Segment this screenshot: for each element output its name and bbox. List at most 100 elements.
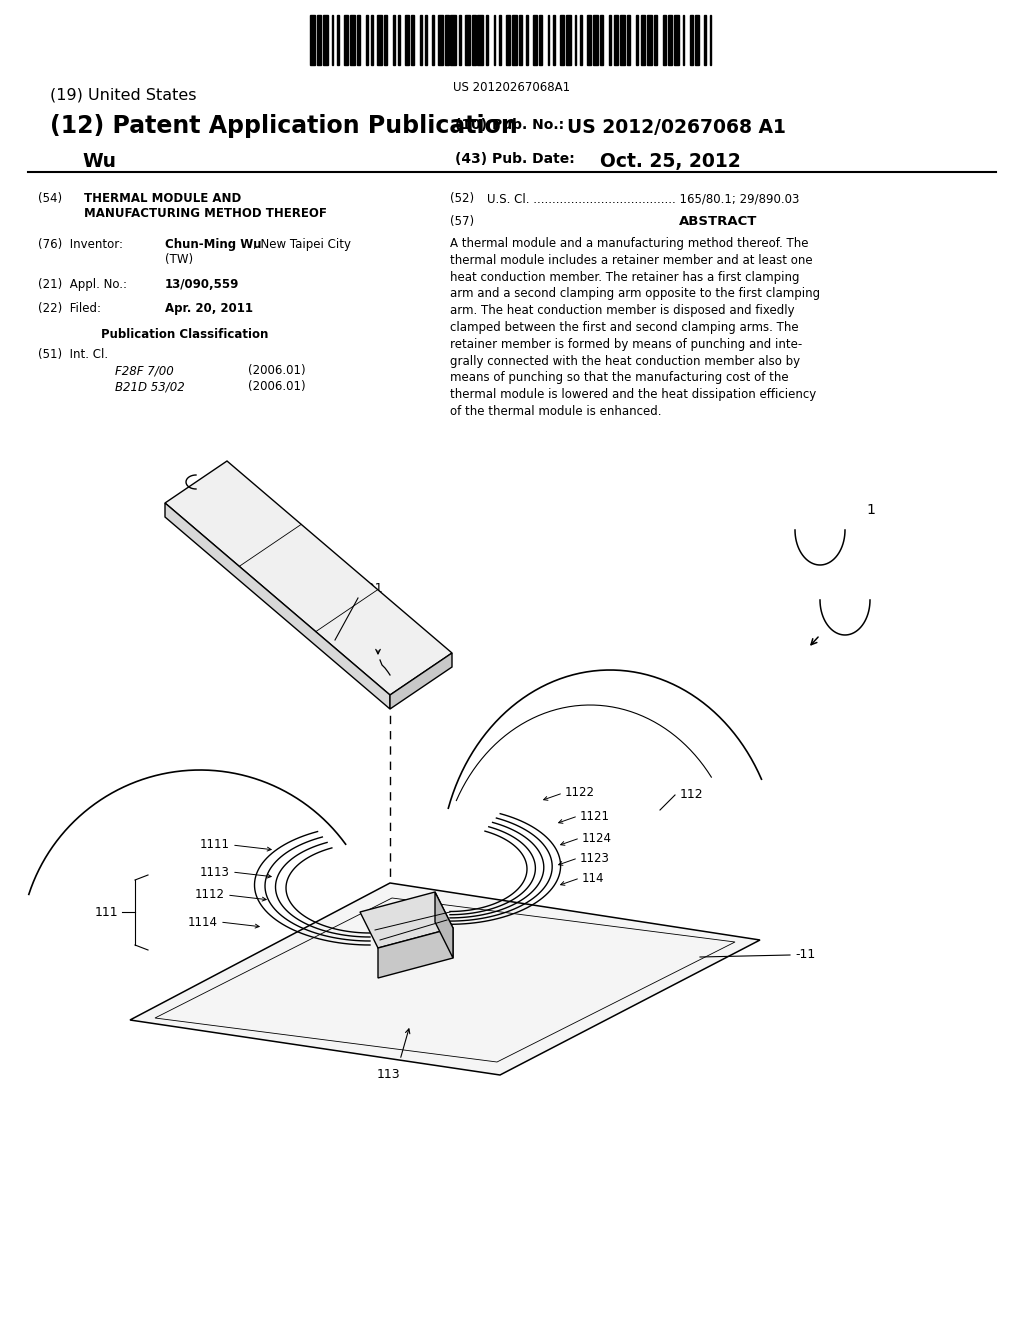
Bar	[317, 15, 321, 65]
Text: (22)  Filed:: (22) Filed:	[38, 302, 101, 315]
Text: , New Taipei City: , New Taipei City	[253, 238, 351, 251]
Text: U.S. Cl. ...................................... 165/80.1; 29/890.03: U.S. Cl. ...............................…	[487, 191, 800, 205]
Bar	[526, 15, 527, 65]
Text: (21)  Appl. No.:: (21) Appl. No.:	[38, 279, 127, 290]
Text: (2006.01): (2006.01)	[248, 364, 305, 378]
Text: -11: -11	[795, 949, 815, 961]
Bar	[377, 15, 382, 65]
Bar	[636, 15, 638, 65]
Bar	[411, 15, 415, 65]
Bar	[406, 15, 409, 65]
Text: 1123: 1123	[580, 851, 610, 865]
Bar	[548, 15, 550, 65]
Text: Apr. 20, 2011: Apr. 20, 2011	[165, 302, 253, 315]
Bar	[356, 15, 360, 65]
Text: THERMAL MODULE AND
MANUFACTURING METHOD THEREOF: THERMAL MODULE AND MANUFACTURING METHOD …	[84, 191, 327, 220]
Text: (51)  Int. Cl.: (51) Int. Cl.	[38, 348, 109, 360]
Bar	[499, 15, 501, 65]
Text: (54): (54)	[38, 191, 62, 205]
Bar	[669, 15, 672, 65]
Text: (TW): (TW)	[165, 253, 194, 267]
Bar	[425, 15, 427, 65]
Bar	[674, 15, 679, 65]
Text: 13/090,559: 13/090,559	[165, 279, 240, 290]
Bar	[494, 15, 496, 65]
Bar	[646, 15, 652, 65]
Bar	[420, 15, 422, 65]
Text: (12) Patent Application Publication: (12) Patent Application Publication	[50, 114, 518, 139]
Bar	[472, 15, 475, 65]
Text: 1114: 1114	[188, 916, 218, 928]
Bar	[705, 15, 706, 65]
Text: 1121: 1121	[580, 809, 610, 822]
Bar	[690, 15, 693, 65]
Text: 1124: 1124	[582, 832, 612, 845]
Bar	[710, 15, 712, 65]
Text: (43) Pub. Date:: (43) Pub. Date:	[455, 152, 574, 166]
Bar	[600, 15, 603, 65]
Bar	[534, 15, 537, 65]
Bar	[332, 15, 334, 65]
Bar	[393, 15, 394, 65]
Text: (19) United States: (19) United States	[50, 88, 197, 103]
Bar	[366, 15, 368, 65]
Bar	[565, 15, 571, 65]
Bar	[465, 15, 470, 65]
Text: 1: 1	[866, 503, 874, 517]
Bar	[539, 15, 542, 65]
Bar	[627, 15, 631, 65]
Bar	[512, 15, 517, 65]
Polygon shape	[165, 503, 390, 709]
Polygon shape	[360, 892, 453, 948]
Bar	[337, 15, 339, 65]
Polygon shape	[378, 928, 453, 978]
Bar	[614, 15, 617, 65]
Text: ABSTRACT: ABSTRACT	[679, 215, 757, 228]
Bar	[460, 15, 461, 65]
Text: 121: 121	[360, 582, 384, 595]
Polygon shape	[155, 898, 735, 1063]
Text: Publication Classification: Publication Classification	[101, 327, 268, 341]
Bar	[653, 15, 657, 65]
Text: -12: -12	[395, 652, 416, 664]
Text: 114: 114	[582, 871, 604, 884]
Text: 1122: 1122	[565, 787, 595, 800]
Text: 1111: 1111	[200, 838, 230, 851]
Polygon shape	[390, 653, 452, 709]
Text: B21D 53/02: B21D 53/02	[115, 380, 184, 393]
Bar	[310, 15, 315, 65]
Text: (52): (52)	[450, 191, 474, 205]
Bar	[372, 15, 373, 65]
Text: (10) Pub. No.:: (10) Pub. No.:	[455, 117, 564, 132]
Bar	[593, 15, 598, 65]
Bar	[574, 15, 577, 65]
Bar	[477, 15, 482, 65]
Text: 1112: 1112	[195, 888, 225, 902]
Bar	[620, 15, 625, 65]
Bar	[445, 15, 449, 65]
Bar	[398, 15, 400, 65]
Bar	[384, 15, 387, 65]
Text: (76)  Inventor:: (76) Inventor:	[38, 238, 123, 251]
Polygon shape	[435, 892, 453, 958]
Text: 112: 112	[680, 788, 703, 801]
Bar	[580, 15, 582, 65]
Text: Oct. 25, 2012: Oct. 25, 2012	[600, 152, 740, 172]
Text: Chun-Ming Wu: Chun-Ming Wu	[165, 238, 261, 251]
Polygon shape	[165, 461, 452, 696]
Bar	[344, 15, 348, 65]
Bar	[641, 15, 645, 65]
Bar	[349, 15, 355, 65]
Bar	[323, 15, 328, 65]
Bar	[695, 15, 698, 65]
Bar	[506, 15, 510, 65]
Bar	[432, 15, 434, 65]
Text: (57): (57)	[450, 215, 474, 228]
Text: 111: 111	[94, 906, 118, 919]
Bar	[438, 15, 443, 65]
Bar	[553, 15, 555, 65]
Bar	[451, 15, 456, 65]
Text: F28F 7/00: F28F 7/00	[115, 364, 174, 378]
Bar	[519, 15, 522, 65]
Bar	[609, 15, 610, 65]
